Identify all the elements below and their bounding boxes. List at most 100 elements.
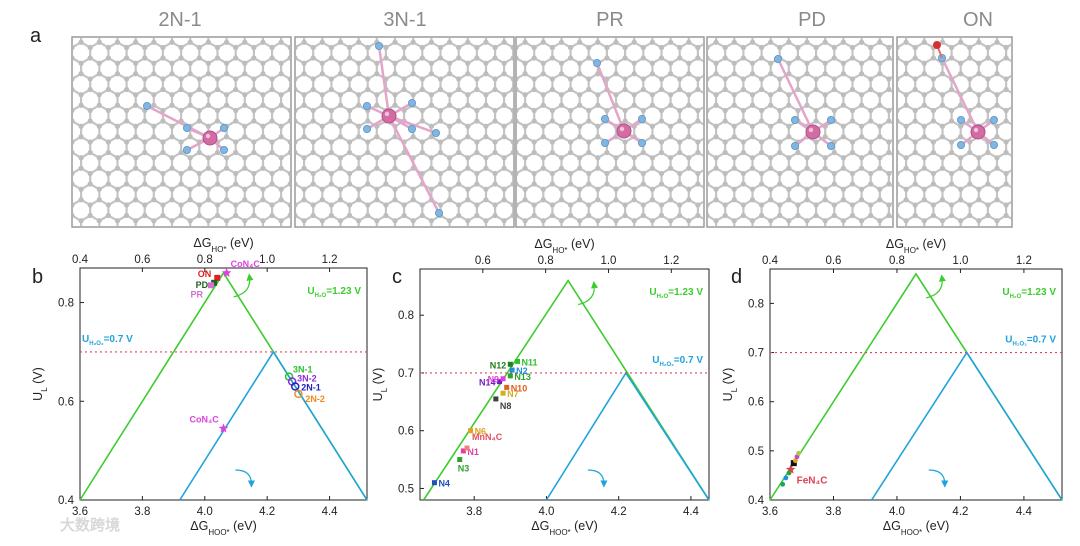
bottom-tick-label: 3.8: [134, 506, 150, 518]
bottom-tick-label: 4.2: [611, 506, 627, 518]
blue-line-label: UH₂O₂=0.7 V: [82, 334, 133, 347]
nitrogen-atom: [374, 42, 383, 51]
nitrogen-atom: [601, 115, 610, 124]
nitrogen-atom: [638, 115, 647, 124]
top-tick-label: 0.6: [134, 254, 150, 266]
blue-volcano-line: [179, 350, 368, 501]
point-label: N7: [507, 389, 519, 399]
data-point: [500, 376, 506, 382]
top-tick-label: 1.0: [952, 255, 968, 267]
structure-title-pd: PD: [798, 9, 826, 31]
point-label: CoN₄C: [190, 414, 220, 424]
data-point: [496, 379, 502, 385]
top-tick-label: 0.6: [475, 255, 491, 267]
structure-tile: [706, 36, 894, 228]
top-tick-label: 0.6: [825, 255, 841, 267]
y-tick-label: 0.6: [748, 397, 764, 409]
green-arrow: [925, 274, 947, 299]
y-tick-label: 0.8: [398, 310, 414, 322]
structure-frame: [896, 36, 1013, 228]
bottom-tick-label: 4.2: [952, 506, 968, 518]
y-tick-label: 0.6: [398, 426, 414, 438]
top-tick-label: 0.8: [197, 254, 213, 266]
y-axis-label: UL (V): [31, 367, 49, 401]
point-label: 3N-2: [297, 374, 317, 384]
top-tick-label: 0.4: [762, 255, 779, 267]
metal-atom: [381, 108, 397, 124]
point-label: CoN₄C: [231, 259, 261, 269]
bottom-tick-label: 4.4: [683, 506, 700, 518]
nitrogen-atom: [957, 140, 966, 149]
nitrogen-atom: [774, 55, 783, 64]
plot-frame: [769, 268, 1063, 501]
data-point: [780, 481, 786, 487]
y-axis-label: UL (V): [721, 368, 739, 402]
nitrogen-atom: [638, 138, 647, 147]
nitrogen-atom: [407, 99, 416, 108]
nitrogen-atom: [827, 116, 836, 125]
top-tick-label: 1.0: [600, 255, 616, 267]
panel-label-a: a: [30, 25, 42, 47]
graphene-lattice: [73, 38, 290, 226]
green-arrow: [577, 280, 599, 306]
panel-label-d: d: [731, 266, 742, 288]
bottom-tick-label: 4.0: [538, 506, 554, 518]
graphene-lattice: [708, 38, 892, 226]
top-axis-label: ΔGHO* (eV): [534, 237, 594, 255]
blue-volcano-line: [870, 351, 1063, 501]
structure-images: [71, 36, 1013, 228]
y-tick-label: 0.8: [58, 298, 74, 310]
nitrogen-atom: [407, 125, 416, 134]
metal-atom: [616, 123, 632, 139]
structure-titles: 2N-1 3N-1 PR PD ON: [158, 9, 993, 31]
nitrogen-atom: [219, 124, 228, 133]
nitrogen-atom: [990, 116, 999, 125]
chart-d: 0.4 0.6 0.8 1.0 1.2 3.6 3.8 4.0 4.2 4.4 0.4 0.5 0.6 0…: [721, 237, 1063, 537]
point-label: N2: [516, 366, 528, 376]
bottom-tick-label: 3.6: [72, 506, 88, 518]
y-tick-label: 0.7: [748, 348, 764, 360]
blue-arrow: [928, 469, 949, 488]
top-axis-label: ΔGHO* (eV): [193, 236, 253, 254]
structure-tile: [896, 36, 1013, 228]
top-tick-label: 0.8: [538, 255, 554, 267]
point-label: 2N-1: [301, 382, 321, 392]
data-point: [786, 470, 792, 476]
structure-title-3n1: 3N-1: [383, 9, 426, 31]
bottom-tick-label: 4.4: [322, 506, 339, 518]
top-tick-label: 0.8: [889, 255, 905, 267]
nitrogen-atom: [601, 138, 610, 147]
point-label: N1: [467, 447, 479, 457]
blue-arrow: [587, 469, 608, 488]
point-label: N13: [514, 372, 531, 382]
nitrogen-atom: [142, 102, 151, 111]
structure-frame: [515, 36, 705, 228]
data-point: [796, 450, 801, 456]
y-tick-label: 0.5: [398, 483, 414, 495]
data-point: [507, 373, 513, 379]
data-point: [792, 458, 798, 464]
structure-title-on: ON: [963, 9, 993, 31]
nitrogen-atom: [362, 102, 371, 111]
blue-line-label: UH₂O₂=0.7 V: [652, 355, 703, 368]
nitrogen-atom: [791, 116, 800, 125]
bottom-axis-label: ΔGHOO* (eV): [190, 519, 257, 537]
bottom-tick-label: 4.4: [1016, 506, 1033, 518]
y-tick-label: 0.7: [398, 368, 414, 380]
point-label: N14: [479, 378, 496, 388]
nitrogen-atom: [990, 140, 999, 149]
watermark: 大数跨境: [60, 516, 120, 534]
data-point: [504, 384, 510, 390]
top-tick-label: 1.2: [322, 254, 338, 266]
top-tick-label: 1.2: [1016, 255, 1032, 267]
bottom-tick-label: 4.0: [889, 506, 905, 518]
panel-label-c: c: [392, 266, 402, 288]
nitrogen-atom: [362, 125, 371, 134]
nitrogen-atom: [182, 124, 191, 133]
plot-frame: [79, 267, 368, 501]
metal-atom: [805, 124, 821, 140]
structure-title-pr: PR: [596, 9, 624, 31]
blue-arrow: [235, 469, 256, 488]
point-label: N3: [458, 464, 470, 474]
graphene-lattice: [898, 38, 1011, 226]
